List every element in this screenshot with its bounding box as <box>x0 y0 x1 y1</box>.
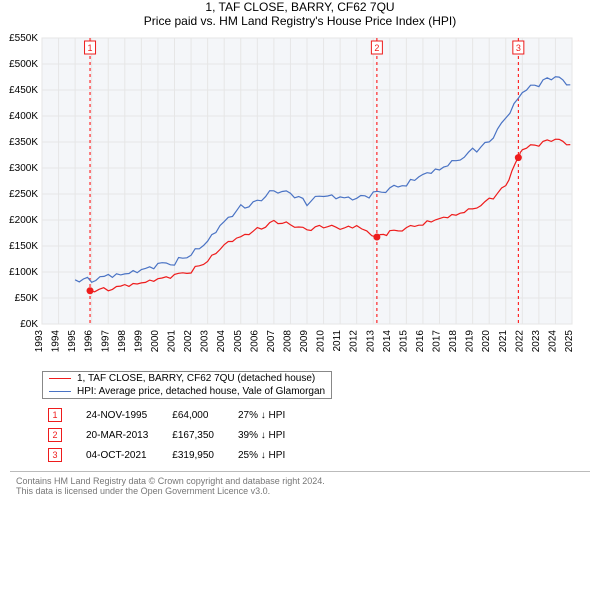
svg-text:£200K: £200K <box>9 215 38 226</box>
svg-text:2023: 2023 <box>531 330 542 353</box>
svg-text:2000: 2000 <box>150 330 161 353</box>
transaction-row: 1 24-NOV-1995£64,00027% ↓ HPI <box>42 405 303 425</box>
svg-text:£300K: £300K <box>9 163 38 174</box>
svg-text:2008: 2008 <box>282 330 293 353</box>
transaction-date: 04-OCT-2021 <box>80 445 166 465</box>
svg-text:2: 2 <box>374 43 379 53</box>
svg-text:2016: 2016 <box>415 330 426 353</box>
svg-text:2020: 2020 <box>481 330 492 353</box>
svg-text:£550K: £550K <box>9 34 38 44</box>
svg-text:1998: 1998 <box>117 330 128 353</box>
transaction-marker: 2 <box>48 428 62 442</box>
svg-text:1: 1 <box>88 43 93 53</box>
svg-text:£100K: £100K <box>9 267 38 278</box>
legend-label: 1, TAF CLOSE, BARRY, CF62 7QU (detached … <box>77 373 315 384</box>
transaction-marker: 3 <box>48 448 62 462</box>
svg-text:2005: 2005 <box>233 330 244 353</box>
legend-line-swatch <box>49 391 71 392</box>
svg-text:2002: 2002 <box>183 330 194 353</box>
chart-subtitle: Price paid vs. HM Land Registry's House … <box>0 14 600 28</box>
transaction-price: £64,000 <box>166 405 232 425</box>
svg-text:1995: 1995 <box>67 330 78 353</box>
svg-text:1996: 1996 <box>84 330 95 353</box>
legend-label: HPI: Average price, detached house, Vale… <box>77 386 325 397</box>
svg-text:2004: 2004 <box>216 330 227 353</box>
footer-line-2: This data is licensed under the Open Gov… <box>16 486 590 496</box>
legend-box: 1, TAF CLOSE, BARRY, CF62 7QU (detached … <box>42 371 332 399</box>
transactions-table: 1 24-NOV-1995£64,00027% ↓ HPI 2 20-MAR-2013… <box>42 405 303 465</box>
svg-text:2013: 2013 <box>365 330 376 353</box>
legend-line-swatch <box>49 378 71 379</box>
svg-text:2022: 2022 <box>514 330 525 353</box>
svg-text:2019: 2019 <box>465 330 476 353</box>
transaction-row: 3 04-OCT-2021£319,95025% ↓ HPI <box>42 445 303 465</box>
transaction-date: 24-NOV-1995 <box>80 405 166 425</box>
svg-text:2025: 2025 <box>564 330 575 353</box>
legend-item: HPI: Average price, detached house, Vale… <box>43 385 331 398</box>
transaction-delta: 39% ↓ HPI <box>232 425 303 445</box>
svg-text:2021: 2021 <box>498 330 509 353</box>
footer: Contains HM Land Registry data © Crown c… <box>10 471 590 496</box>
svg-text:£50K: £50K <box>15 293 39 304</box>
footer-line-1: Contains HM Land Registry data © Crown c… <box>16 476 590 486</box>
transaction-delta: 27% ↓ HPI <box>232 405 303 425</box>
chart-title: 1, TAF CLOSE, BARRY, CF62 7QU <box>0 0 600 14</box>
svg-text:2017: 2017 <box>432 330 443 353</box>
svg-text:2001: 2001 <box>167 330 178 353</box>
svg-text:2009: 2009 <box>299 330 310 353</box>
svg-text:2010: 2010 <box>316 330 327 353</box>
svg-text:2015: 2015 <box>398 330 409 353</box>
svg-text:1999: 1999 <box>133 330 144 353</box>
svg-text:£500K: £500K <box>9 59 38 70</box>
svg-text:2006: 2006 <box>249 330 260 353</box>
svg-text:£0K: £0K <box>20 319 38 330</box>
transaction-row: 2 20-MAR-2013£167,35039% ↓ HPI <box>42 425 303 445</box>
price-chart: £0K £50K £100K £150K £200K £250K £300K £350K £40… <box>0 34 580 364</box>
svg-text:£350K: £350K <box>9 137 38 148</box>
svg-text:2014: 2014 <box>382 330 393 353</box>
transaction-delta: 25% ↓ HPI <box>232 445 303 465</box>
svg-text:1993: 1993 <box>34 330 45 353</box>
svg-text:1994: 1994 <box>51 330 62 353</box>
legend-item: 1, TAF CLOSE, BARRY, CF62 7QU (detached … <box>43 372 331 385</box>
svg-text:3: 3 <box>516 43 521 53</box>
svg-text:2003: 2003 <box>200 330 211 353</box>
svg-text:2007: 2007 <box>266 330 277 353</box>
svg-text:£250K: £250K <box>9 189 38 200</box>
transaction-date: 20-MAR-2013 <box>80 425 166 445</box>
svg-text:£150K: £150K <box>9 241 38 252</box>
svg-text:1997: 1997 <box>100 330 111 353</box>
transaction-marker: 1 <box>48 408 62 422</box>
svg-text:2012: 2012 <box>349 330 360 353</box>
svg-text:£400K: £400K <box>9 111 38 122</box>
svg-text:2011: 2011 <box>332 330 343 352</box>
transaction-price: £167,350 <box>166 425 232 445</box>
svg-text:£450K: £450K <box>9 85 38 96</box>
svg-text:2018: 2018 <box>448 330 459 353</box>
transaction-price: £319,950 <box>166 445 232 465</box>
svg-text:2024: 2024 <box>547 330 558 353</box>
